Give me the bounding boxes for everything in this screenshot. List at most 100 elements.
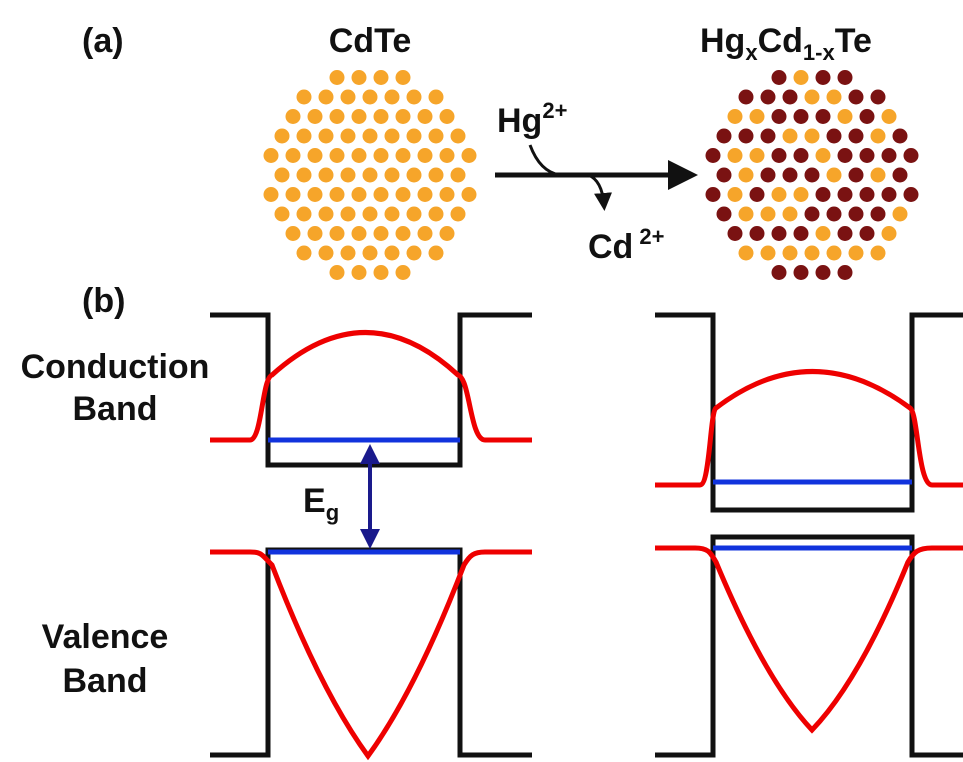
atom [352,187,367,202]
atom [286,187,301,202]
atom [871,207,886,222]
atom [286,226,301,241]
atom [794,70,809,85]
atom [838,226,853,241]
atom [330,109,345,124]
atom [330,187,345,202]
atom [871,246,886,261]
atom [407,90,422,105]
atom [407,168,422,183]
atom [827,129,842,144]
atom [308,226,323,241]
atom [264,148,279,163]
nanocrystal [706,70,919,280]
atom [805,207,820,222]
atom [297,90,312,105]
atom [739,90,754,105]
charge: 2+ [542,98,567,123]
atom [341,207,356,222]
atom [429,129,444,144]
atom [385,246,400,261]
atom [396,148,411,163]
atom [772,148,787,163]
atom [385,207,400,222]
atom [838,148,853,163]
band-label: Band [63,662,148,700]
band-label: Band [73,390,158,428]
atom [407,246,422,261]
title-sub: 1-x [803,40,836,65]
atom [330,265,345,280]
atom [374,70,389,85]
atom [838,70,853,85]
atom [750,226,765,241]
atom [706,187,721,202]
atom [783,168,798,183]
atom [330,70,345,85]
atom [418,148,433,163]
atom [794,265,809,280]
atom [783,90,798,105]
atom [772,187,787,202]
atom [882,226,897,241]
atom [385,90,400,105]
atom [728,148,743,163]
figure: (a) CdTe HgxCd1-xTe Hg2+ Cd2+ (b) Conduc… [0,0,963,762]
atom [827,207,842,222]
atom [286,109,301,124]
atom [816,226,831,241]
atom [264,187,279,202]
atom [882,109,897,124]
atom [440,148,455,163]
atom [440,187,455,202]
atom [396,70,411,85]
atom [728,226,743,241]
atom [783,207,798,222]
atom [308,109,323,124]
atom [352,109,367,124]
gap-label: Eg [303,482,339,525]
atom [374,109,389,124]
atom [816,265,831,280]
atom [341,90,356,105]
atom [706,148,721,163]
atom [761,207,776,222]
atom [838,187,853,202]
atom [418,109,433,124]
atom [739,246,754,261]
atom [794,109,809,124]
atom [429,207,444,222]
atom [772,226,787,241]
atom [816,109,831,124]
atom [385,168,400,183]
atom [275,168,290,183]
atom [717,129,732,144]
gap-symbol: E [303,482,326,520]
atom [286,148,301,163]
atom [827,246,842,261]
atom [860,148,875,163]
atom [319,207,334,222]
atom [772,70,787,85]
atom [275,207,290,222]
atom [728,187,743,202]
left-title: CdTe [329,22,411,60]
atom [849,246,864,261]
atom [319,90,334,105]
atom [440,109,455,124]
atom [319,129,334,144]
atom [429,246,444,261]
atom [805,246,820,261]
atom [816,70,831,85]
atom [297,129,312,144]
atom [440,226,455,241]
atom [352,226,367,241]
atom [882,148,897,163]
atom [374,148,389,163]
atom [319,168,334,183]
atom [893,129,908,144]
atom [805,129,820,144]
atom [750,109,765,124]
atom [783,246,798,261]
